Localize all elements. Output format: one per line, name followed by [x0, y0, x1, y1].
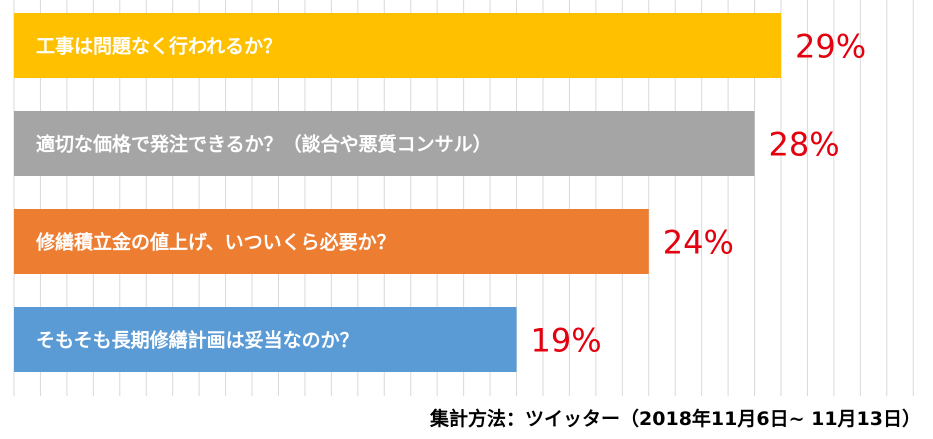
value-label: 28% [769, 126, 840, 164]
value-label: 24% [663, 224, 734, 262]
footnote: 集計方法：ツイッター（2018年11月6日~ 11月13日） [430, 408, 921, 430]
value-label: 29% [795, 28, 866, 66]
bar-label: そもそも長期修繕計画は妥当なのか？ [36, 329, 359, 352]
bar [14, 13, 781, 78]
bar-labels: 工事は問題なく行われるか？ 適切な価格で発注できるか？（談合や悪質コンサル） 修繕積… [35, 35, 492, 352]
value-label: 19% [531, 322, 602, 360]
value-labels: 29% 28% 24% 19% [531, 28, 867, 360]
bar [14, 209, 649, 274]
bar [14, 111, 755, 176]
bar-label: 適切な価格で発注できるか？（談合や悪質コンサル） [36, 133, 492, 156]
bars [14, 13, 781, 372]
bar-label: 修繕積立金の値上げ、いついくら必要か？ [35, 231, 396, 254]
bar [14, 307, 517, 372]
bar-label: 工事は問題なく行われるか？ [36, 35, 282, 58]
